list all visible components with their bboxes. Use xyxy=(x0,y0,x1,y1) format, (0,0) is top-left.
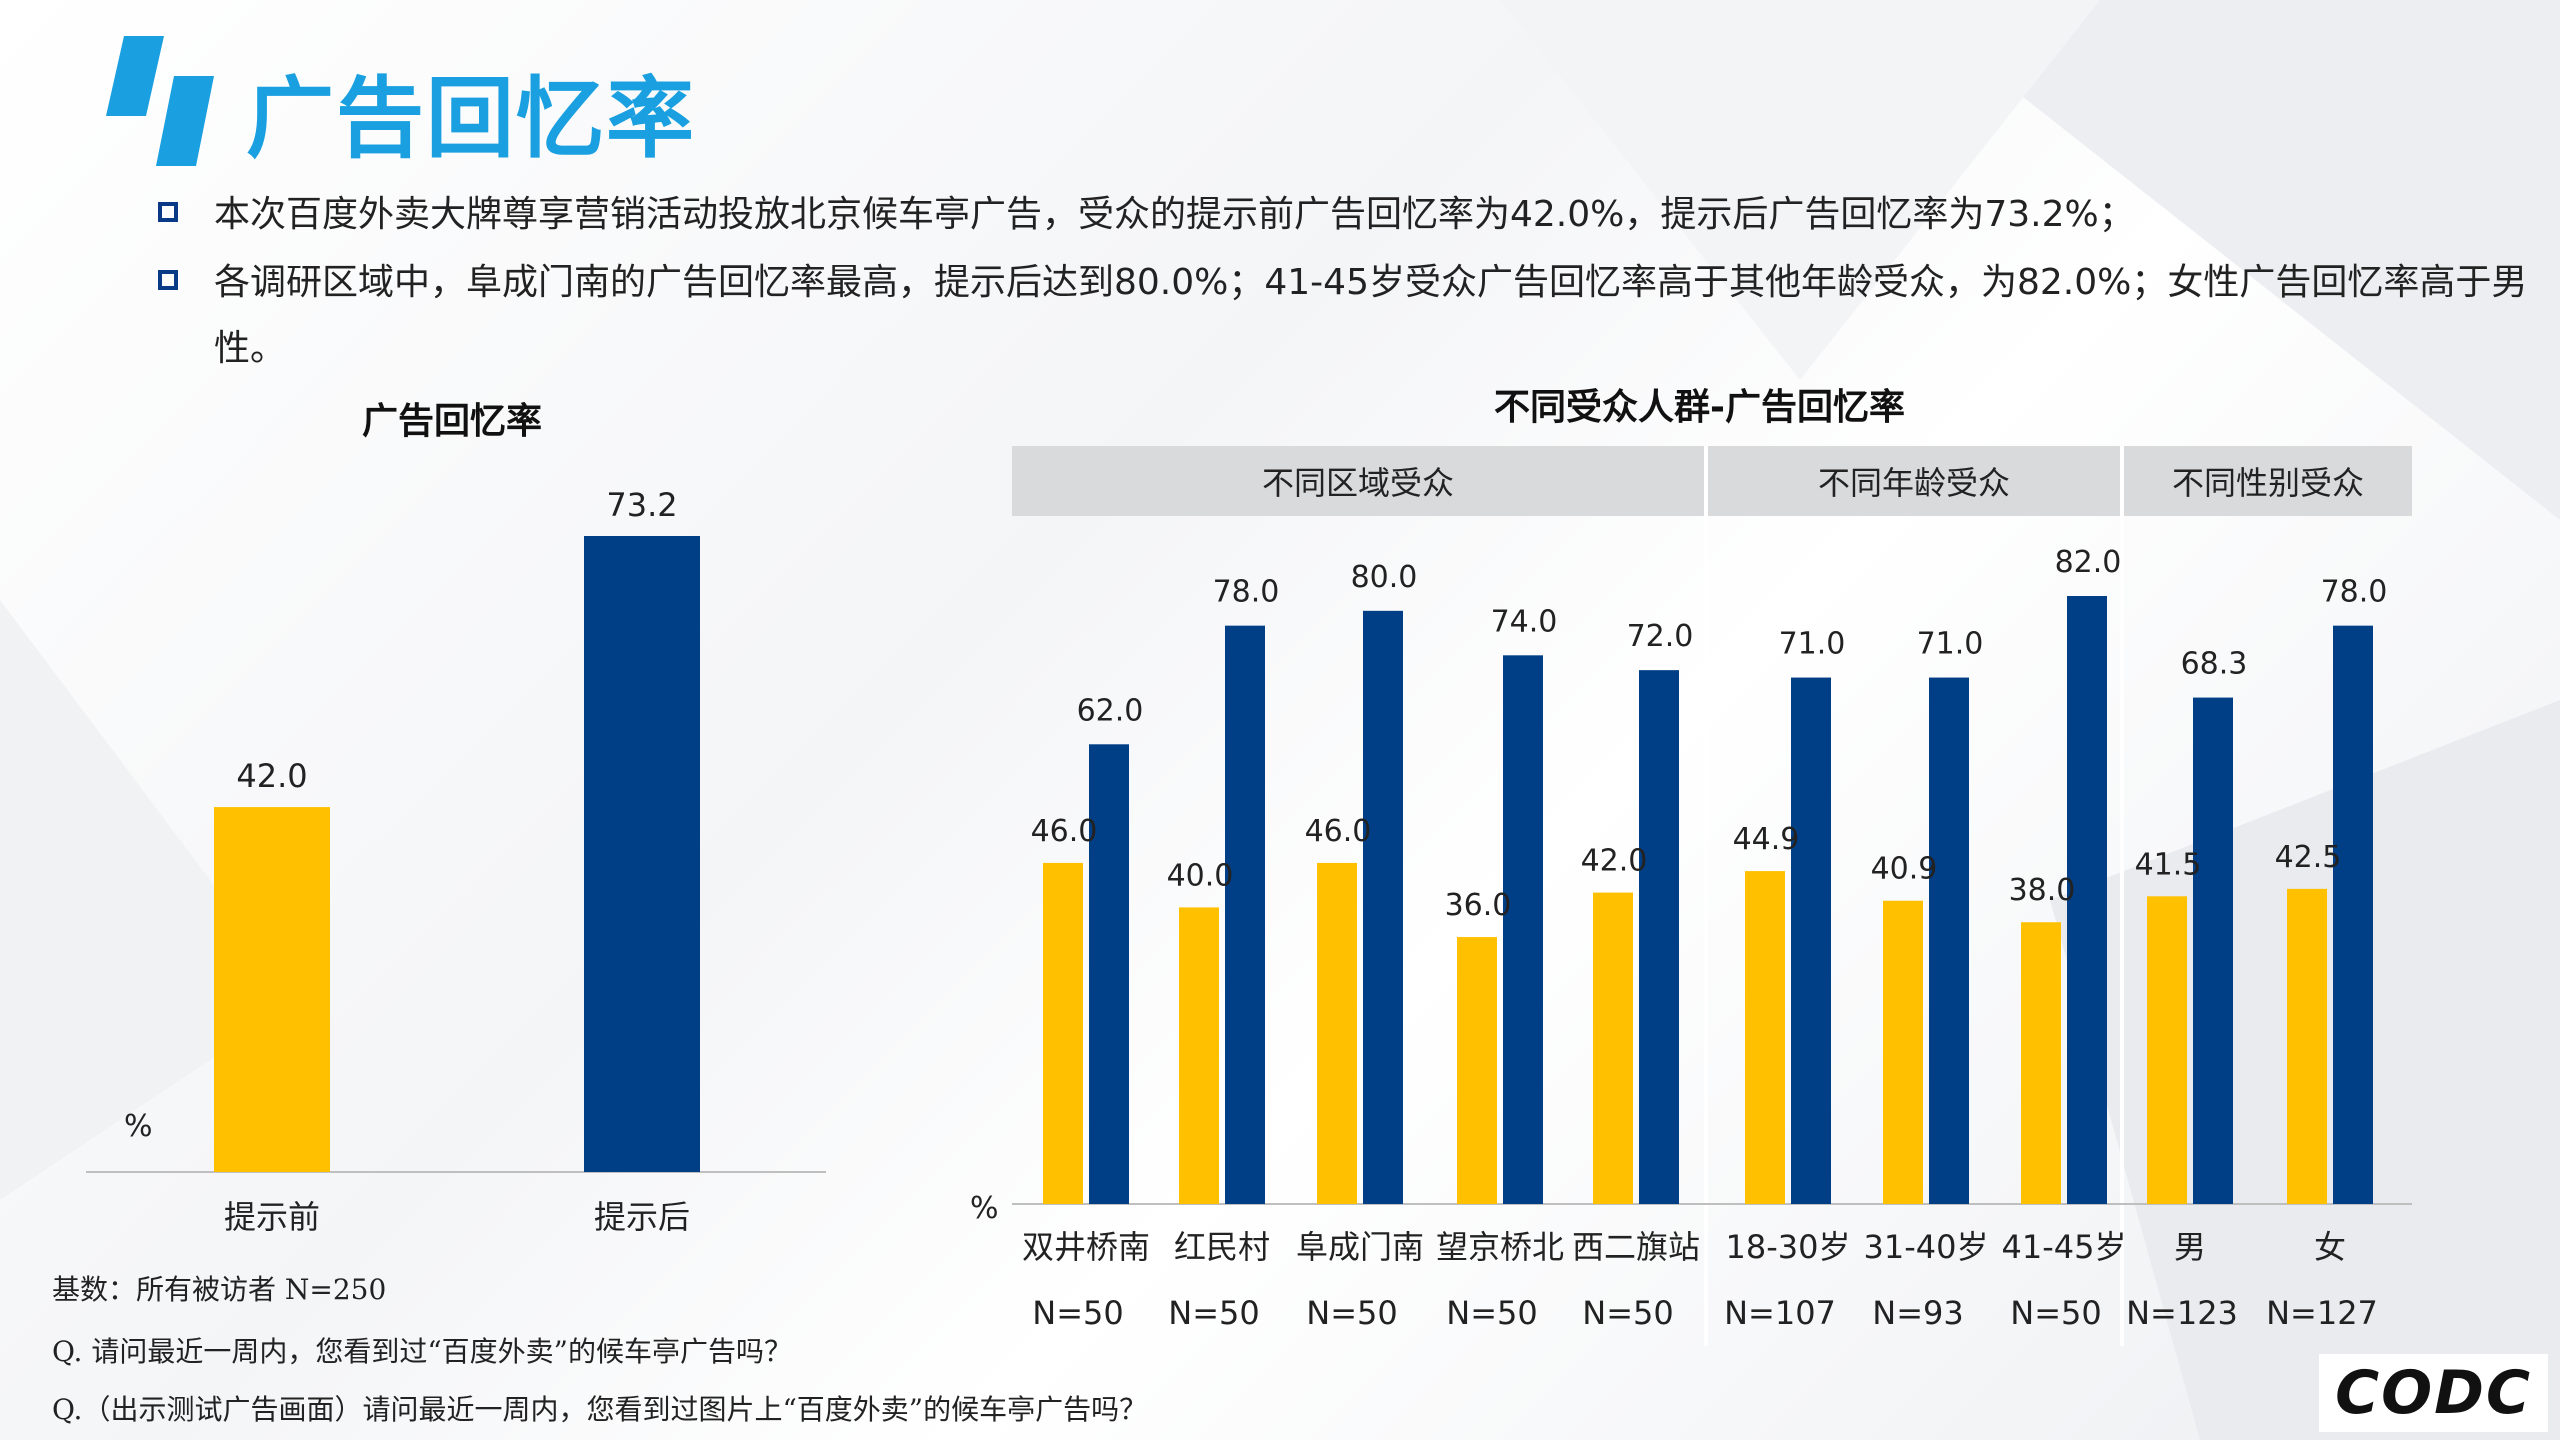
bullet-square-icon xyxy=(158,270,178,290)
group-divider xyxy=(2120,446,2124,1346)
brand-logo: CODC xyxy=(2319,1354,2548,1432)
left-chart-title: 广告回忆率 xyxy=(362,401,543,442)
base-note: 基数：所有被访者 N=250 xyxy=(52,1273,387,1306)
group-header-gender: 不同性别受众 xyxy=(2124,446,2412,516)
page-title: 广告回忆率 xyxy=(246,67,697,170)
group-header-age: 不同年龄受众 xyxy=(1708,446,2120,516)
bullet-text-1: 本次百度外卖大牌尊享营销活动投放北京候车亭广告，受众的提示前广告回忆率为42.0… xyxy=(214,194,2135,235)
bullet-text-2: 各调研区域中，阜成门南的广告回忆率最高，提示后达到80.0%；41-45岁受众广… xyxy=(214,262,2528,369)
question-2: Q.（出示测试广告画面）请问最近一周内，您看到过图片上“百度外卖”的候车亭广告吗… xyxy=(52,1393,1148,1426)
right-chart-title: 不同受众人群-广告回忆率 xyxy=(1494,387,1905,428)
question-1: Q. 请问最近一周内，您看到过“百度外卖”的候车亭广告吗？ xyxy=(52,1335,792,1368)
group-divider xyxy=(1704,446,1708,1346)
group-header-region: 不同区域受众 xyxy=(1012,446,1704,516)
bullet-square-icon xyxy=(158,202,178,222)
title-slash-icon xyxy=(106,36,214,166)
